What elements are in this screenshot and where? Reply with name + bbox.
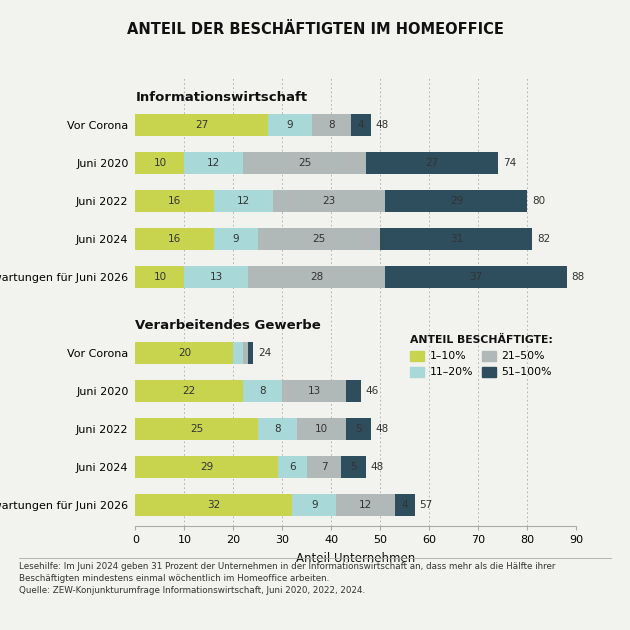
Text: 10: 10 [153, 158, 166, 168]
Bar [292, 494, 336, 516]
Text: 8: 8 [260, 386, 266, 396]
Bar [135, 494, 292, 516]
Text: 5: 5 [350, 462, 357, 472]
Text: 13: 13 [210, 272, 223, 282]
Bar [243, 342, 248, 364]
Text: 25: 25 [190, 424, 203, 434]
Text: 8: 8 [274, 424, 281, 434]
X-axis label: Anteil Unternehmen: Anteil Unternehmen [296, 552, 416, 565]
Bar [341, 456, 366, 478]
Text: 29: 29 [450, 196, 463, 206]
Text: 25: 25 [312, 234, 326, 244]
Bar [273, 190, 386, 212]
Text: Verarbeitendes Gewerbe: Verarbeitendes Gewerbe [135, 319, 321, 332]
Text: 31: 31 [450, 234, 463, 244]
Text: 22: 22 [183, 386, 196, 396]
Text: 20: 20 [178, 348, 191, 358]
Bar [307, 456, 341, 478]
Text: 8: 8 [328, 120, 335, 130]
Bar [258, 228, 381, 250]
Text: 5: 5 [355, 424, 362, 434]
Bar [214, 228, 258, 250]
Text: 29: 29 [200, 462, 213, 472]
Bar [297, 418, 346, 440]
Bar [135, 152, 185, 174]
Text: 12: 12 [359, 500, 372, 510]
Text: 25: 25 [298, 158, 311, 168]
Text: 9: 9 [311, 500, 318, 510]
Bar [135, 380, 243, 402]
Text: 28: 28 [310, 272, 323, 282]
Bar [366, 152, 498, 174]
Bar [135, 266, 185, 288]
Bar [135, 114, 268, 136]
Legend: 1–10%, 11–20%, 21–50%, 51–100%: 1–10%, 11–20%, 21–50%, 51–100% [406, 331, 557, 382]
Text: 16: 16 [168, 234, 181, 244]
Text: 88: 88 [571, 272, 585, 282]
Text: 82: 82 [537, 234, 551, 244]
Bar [278, 456, 307, 478]
Text: 48: 48 [375, 120, 389, 130]
Text: 57: 57 [420, 500, 433, 510]
Bar [386, 266, 566, 288]
Text: 10: 10 [153, 272, 166, 282]
Text: 6: 6 [289, 462, 295, 472]
Text: 27: 27 [195, 120, 209, 130]
Bar [243, 152, 366, 174]
Text: 32: 32 [207, 500, 220, 510]
Text: Informationswirtschaft: Informationswirtschaft [135, 91, 307, 104]
Text: ANTEIL DER BESCHÄFTIGTEN IM HOMEOFFICE: ANTEIL DER BESCHÄFTIGTEN IM HOMEOFFICE [127, 22, 503, 37]
Bar [185, 152, 243, 174]
Text: 80: 80 [532, 196, 546, 206]
Bar [268, 114, 312, 136]
Bar [336, 494, 395, 516]
Bar [248, 342, 253, 364]
Bar [135, 228, 214, 250]
Bar [258, 418, 297, 440]
Text: 48: 48 [375, 424, 389, 434]
Bar [135, 342, 234, 364]
Text: 12: 12 [237, 196, 250, 206]
Bar [312, 114, 351, 136]
Bar [185, 266, 248, 288]
Bar [346, 380, 361, 402]
Bar [282, 380, 346, 402]
Text: Lesehilfe: Im Juni 2024 geben 31 Prozent der Unternehmen in der Informationswirt: Lesehilfe: Im Juni 2024 geben 31 Prozent… [19, 562, 556, 595]
Text: 4: 4 [358, 120, 364, 130]
Text: 23: 23 [323, 196, 336, 206]
Text: 7: 7 [321, 462, 328, 472]
Bar [135, 190, 214, 212]
Bar [243, 380, 282, 402]
Bar [234, 342, 243, 364]
Text: 27: 27 [425, 158, 438, 168]
Text: 74: 74 [503, 158, 516, 168]
Text: 13: 13 [307, 386, 321, 396]
Bar [214, 190, 273, 212]
Text: 46: 46 [366, 386, 379, 396]
Text: 48: 48 [370, 462, 384, 472]
Bar [135, 456, 278, 478]
Bar [351, 114, 370, 136]
Text: 12: 12 [207, 158, 220, 168]
Bar [135, 418, 258, 440]
Text: 9: 9 [287, 120, 293, 130]
Bar [248, 266, 386, 288]
Bar [381, 228, 532, 250]
Text: 37: 37 [469, 272, 483, 282]
Text: 4: 4 [402, 500, 408, 510]
Bar [395, 494, 415, 516]
Text: 9: 9 [232, 234, 239, 244]
Bar [386, 190, 527, 212]
Text: 16: 16 [168, 196, 181, 206]
Text: 10: 10 [315, 424, 328, 434]
Bar [346, 418, 370, 440]
Text: 24: 24 [258, 348, 271, 358]
